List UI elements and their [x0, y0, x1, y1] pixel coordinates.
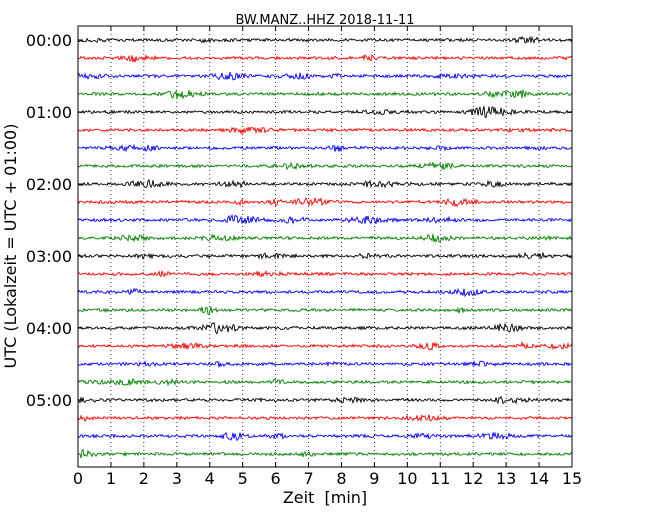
trace-line: [77, 448, 573, 459]
x-tick-label: 4: [205, 469, 215, 488]
chart-title: BW.MANZ..HHZ 2018-11-11: [235, 13, 414, 28]
trace-line: [77, 377, 573, 387]
x-tick-label: 6: [271, 469, 281, 488]
trace-line: [77, 340, 573, 351]
x-tick-label: 7: [303, 469, 313, 488]
grid-lines: [110, 26, 540, 467]
trace-line: [77, 287, 573, 298]
y-tick-label: 00:00: [26, 31, 72, 50]
x-tick-label: 8: [336, 469, 346, 488]
trace-line: [77, 414, 573, 423]
x-tick-label: 12: [463, 469, 483, 488]
trace-line: [77, 161, 573, 171]
y-tick-label: 01:00: [26, 103, 72, 122]
x-tick-label: 0: [73, 469, 83, 488]
y-tick-label: 04:00: [26, 319, 72, 338]
y-axis-label: UTC (Lokalzeit = UTC + 01:00): [1, 124, 20, 369]
trace-line: [77, 106, 573, 119]
trace-line: [77, 196, 573, 208]
trace-line: [77, 143, 573, 153]
x-tick-label: 13: [496, 469, 516, 488]
traces: [77, 35, 573, 459]
trace-line: [77, 126, 573, 135]
trace-line: [77, 251, 573, 260]
x-tick-label: 2: [139, 469, 149, 488]
trace-line: [77, 89, 573, 100]
plot-frame: [77, 25, 573, 468]
y-tick-label: 02:00: [26, 175, 72, 194]
x-tick-label: 1: [106, 469, 116, 488]
x-axis: 0 1 2 3 4 5 6 7 8 9 10 11 12 13 14 15: [73, 26, 582, 488]
x-tick-label: 10: [397, 469, 417, 488]
y-tick-label: 05:00: [26, 391, 72, 410]
trace-line: [77, 53, 573, 63]
trace-line: [77, 178, 573, 189]
x-tick-label: 14: [529, 469, 549, 488]
x-tick-label: 5: [238, 469, 248, 488]
trace-line: [77, 431, 573, 442]
trace-line: [77, 395, 573, 405]
trace-line: [77, 269, 573, 278]
x-tick-label: 9: [369, 469, 379, 488]
x-tick-label: 15: [562, 469, 582, 488]
trace-line: [77, 233, 573, 243]
y-axis: 00:00 01:00 02:00 03:00 04:00 05:00: [26, 31, 572, 410]
trace-line: [77, 306, 573, 316]
trace-line: [77, 359, 573, 368]
x-tick-label: 11: [430, 469, 450, 488]
x-tick-label: 3: [172, 469, 182, 488]
trace-line: [77, 35, 573, 44]
y-tick-label: 03:00: [26, 247, 72, 266]
x-axis-label: Zeit [min]: [283, 488, 367, 507]
trace-line: [77, 213, 573, 225]
trace-line: [77, 322, 573, 335]
trace-line: [77, 71, 573, 81]
